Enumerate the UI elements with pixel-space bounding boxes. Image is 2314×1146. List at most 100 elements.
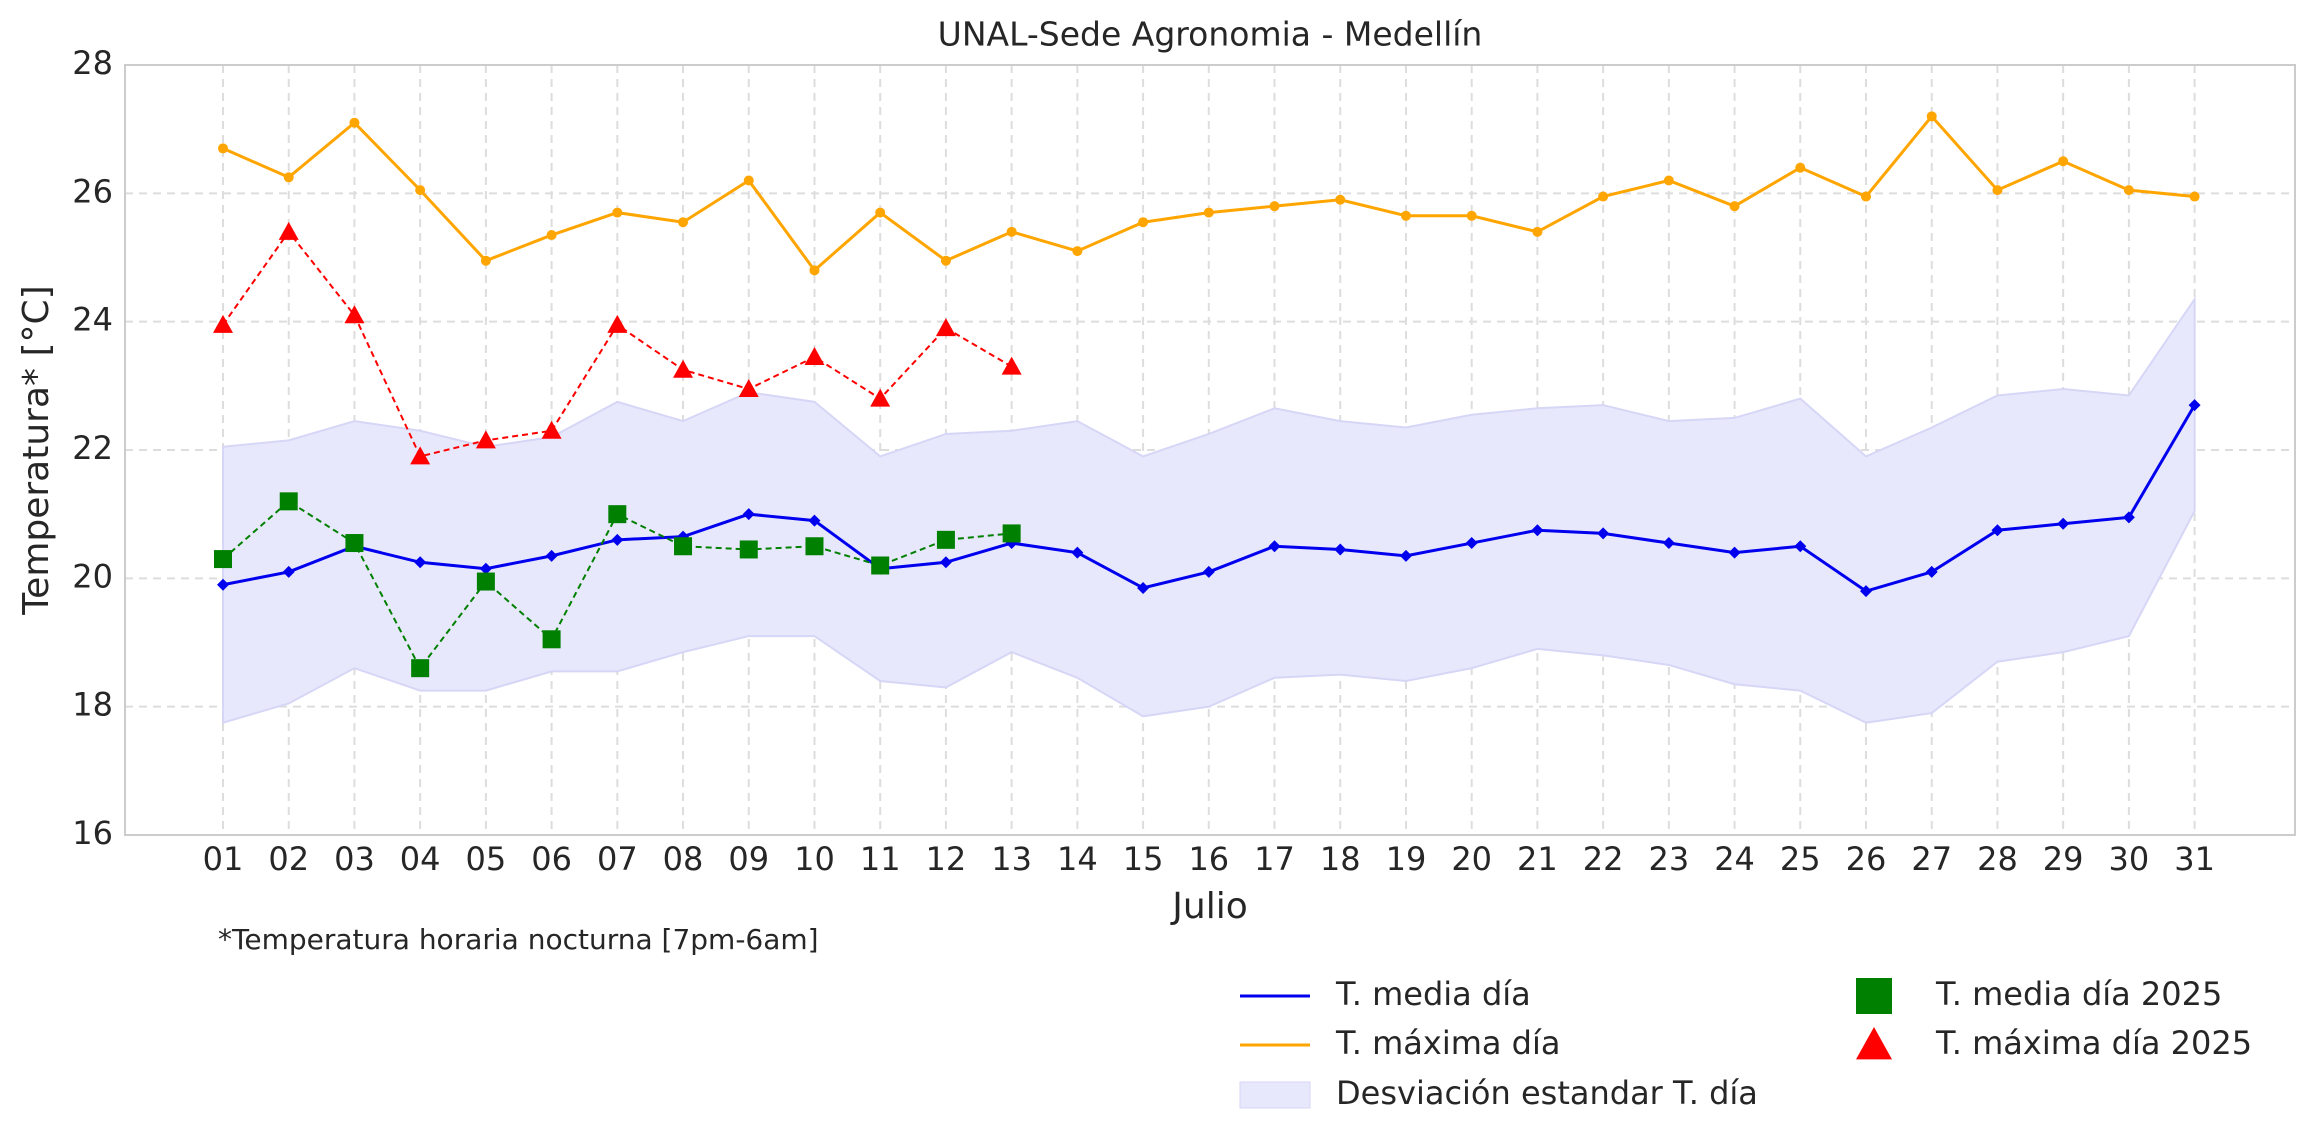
y-tick-label: 28 xyxy=(72,44,113,82)
marker xyxy=(2058,156,2069,167)
y-tick-label: 22 xyxy=(72,429,113,467)
legend-label: T. máxima día xyxy=(1335,1024,1560,1062)
marker xyxy=(2188,399,2201,412)
marker xyxy=(809,265,820,276)
marker xyxy=(1400,210,1411,221)
marker xyxy=(1002,524,1021,543)
marker xyxy=(739,540,758,559)
marker xyxy=(1137,581,1150,594)
marker xyxy=(939,556,952,569)
x-tick-label: 06 xyxy=(531,840,572,878)
marker xyxy=(345,534,364,553)
marker xyxy=(1466,210,1477,221)
marker xyxy=(1925,565,1938,578)
legend-label: T. media día 2025 xyxy=(1935,975,2222,1013)
marker xyxy=(1203,207,1214,218)
marker xyxy=(415,185,426,196)
marker xyxy=(349,117,360,128)
legend-label: T. máxima día 2025 xyxy=(1935,1024,2252,1062)
plot-frame xyxy=(124,64,2296,836)
marker xyxy=(936,530,955,549)
marker xyxy=(1794,540,1807,553)
x-tick-label: 16 xyxy=(1188,840,1229,878)
marker xyxy=(1856,978,1892,1014)
legend-label: T. media día xyxy=(1335,975,1531,1013)
marker xyxy=(283,172,294,183)
x-tick-label: 04 xyxy=(400,840,441,878)
marker xyxy=(545,549,558,562)
marker xyxy=(344,305,365,324)
marker xyxy=(279,492,298,511)
marker xyxy=(1072,246,1083,257)
marker xyxy=(1001,356,1022,375)
marker xyxy=(480,255,491,266)
x-tick-label: 03 xyxy=(334,840,375,878)
marker xyxy=(612,207,623,218)
marker xyxy=(282,565,295,578)
x-tick-label: 29 xyxy=(2043,840,2084,878)
marker xyxy=(1926,111,1937,122)
marker xyxy=(411,659,430,678)
marker xyxy=(546,230,557,241)
marker xyxy=(1006,226,1017,237)
marker xyxy=(673,359,694,378)
marker xyxy=(213,314,233,333)
marker xyxy=(1598,191,1609,202)
marker xyxy=(935,318,956,337)
marker xyxy=(875,207,886,218)
x-tick-label: 07 xyxy=(597,840,638,878)
marker xyxy=(479,562,492,575)
x-tick-label: 21 xyxy=(1517,840,1558,878)
marker xyxy=(871,556,890,575)
x-tick-label: 05 xyxy=(466,840,507,878)
marker xyxy=(410,446,431,465)
marker xyxy=(608,505,627,524)
marker xyxy=(1399,549,1412,562)
chart-title: UNAL-Sede Agronomia - Medellín xyxy=(938,15,1483,54)
marker xyxy=(2189,191,2200,202)
marker xyxy=(1991,524,2004,537)
marker xyxy=(607,314,628,333)
marker xyxy=(2122,511,2135,524)
marker xyxy=(1465,537,1478,550)
x-tick-label: 14 xyxy=(1057,840,1098,878)
marker xyxy=(674,537,693,556)
x-tick-label: 08 xyxy=(663,840,704,878)
marker xyxy=(1532,226,1543,237)
x-tick-label: 19 xyxy=(1386,840,1427,878)
marker xyxy=(870,388,891,407)
std-band xyxy=(222,295,2196,725)
marker xyxy=(1268,540,1281,553)
series xyxy=(213,221,1022,465)
x-tick-label: 20 xyxy=(1451,840,1492,878)
marker xyxy=(217,578,229,591)
marker xyxy=(2057,517,2070,530)
legend-label: Desviación estandar T. día xyxy=(1336,1074,1758,1112)
marker xyxy=(1728,546,1741,559)
x-tick-label: 27 xyxy=(1911,840,1952,878)
legend: T. media día T. máxima día Desviación esta… xyxy=(1239,975,2252,1112)
y-tick-label: 16 xyxy=(72,814,113,852)
x-tick-label: 10 xyxy=(794,840,835,878)
marker xyxy=(1856,1027,1892,1060)
x-tick-label: 01 xyxy=(203,840,244,878)
marker xyxy=(1597,527,1610,540)
marker xyxy=(805,537,824,556)
x-tick-label: 28 xyxy=(1977,840,2018,878)
legend-swatch xyxy=(1239,1081,1311,1109)
plot xyxy=(213,111,2201,725)
x-tick-label: 18 xyxy=(1320,840,1361,878)
marker xyxy=(476,572,495,591)
marker xyxy=(1860,585,1872,598)
marker xyxy=(1071,546,1084,559)
marker xyxy=(738,379,759,398)
marker xyxy=(1861,191,1871,202)
marker xyxy=(611,533,624,546)
series xyxy=(218,111,2200,276)
x-tick-label: 13 xyxy=(991,840,1032,878)
marker xyxy=(808,514,821,527)
marker xyxy=(475,430,496,449)
x-tick-label: 31 xyxy=(2174,840,2215,878)
y-tick-label: 26 xyxy=(72,172,113,210)
